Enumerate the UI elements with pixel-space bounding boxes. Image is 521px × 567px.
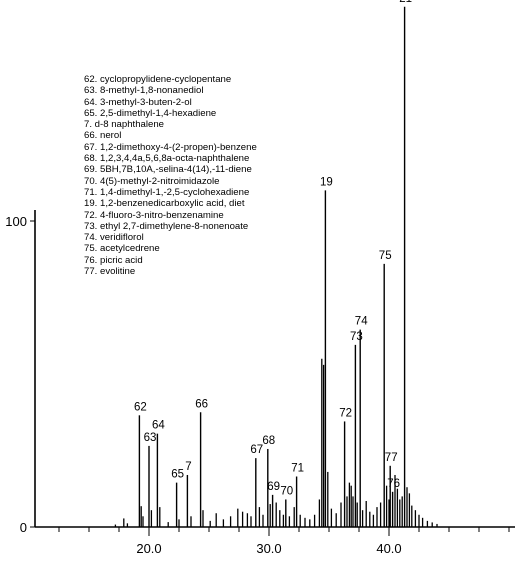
legend-entry: 70. 4(5)-methyl-2-nitroimidazole: [84, 175, 220, 187]
peak-label: 19: [320, 176, 333, 188]
chromatogram-trace: [114, 6, 438, 527]
peak-label: 21: [399, 0, 412, 5]
legend-entry: 69. 5BH,7B,10A,-selina-4(14),-11-diene: [84, 164, 252, 176]
legend-entry: 74. veridiflorol: [84, 232, 144, 244]
peak-label: 7: [185, 461, 191, 473]
legend-entry: 64. 3-methyl-3-buten-2-ol: [84, 96, 192, 108]
chart-legend: 62. cyclopropylidene-cyclopentane 63. 8-m…: [84, 74, 257, 277]
peak-label: 65: [171, 469, 184, 481]
peak-label: 73: [350, 331, 363, 343]
x-tick-label: 30.0: [256, 541, 281, 556]
legend-entry: 66. nerol: [84, 130, 122, 142]
peak-label: 62: [134, 401, 147, 413]
chart-axes: 20.0 30.0 40.0 0 100: [5, 210, 515, 556]
y-tick-label: 0: [20, 520, 27, 535]
peak-label: 70: [280, 485, 293, 497]
peak-label: 69: [267, 481, 280, 493]
peak-label: 75: [379, 250, 392, 262]
legend-entry: 73. ethyl 2,7-dimethylene-8-nonenoate: [84, 220, 249, 232]
peak-label: 71: [291, 463, 304, 475]
legend-entry: 75. acetylcedrene: [84, 243, 160, 255]
peak-label: 74: [355, 316, 368, 328]
peak-label: 66: [195, 398, 208, 410]
legend-entry: 71. 1,4-dimethyl-1,-2,5-cyclohexadiene: [84, 186, 250, 198]
legend-entry: 72. 4-fluoro-3-nitro-benzenamine: [84, 209, 224, 221]
peak-label: 64: [152, 420, 165, 432]
legend-entry: 62. cyclopropylidene-cyclopentane: [84, 74, 232, 85]
peak-label: 76: [387, 478, 400, 490]
peak-label: 77: [385, 452, 398, 464]
peak-label: 68: [262, 435, 275, 447]
legend-entry: 68. 1,2,3,4,4a,5,6,8a-octa-naphthalene: [84, 153, 250, 165]
legend-entry: 67. 1,2-dimethoxy-4-(2-propen)-benzene: [84, 141, 257, 153]
legend-entry: 7. d-8 naphthalene: [84, 119, 165, 131]
x-tick-label: 40.0: [376, 541, 401, 556]
y-tick-label: 100: [5, 214, 27, 229]
legend-entry: 63. 8-methyl-1,8-nonanediol: [84, 85, 204, 97]
legend-entry: 76. picric acid: [84, 254, 143, 266]
legend-entry: 19. 1,2-benzenedicarboxylic acid, diet: [84, 198, 245, 210]
peak-label: 63: [144, 432, 157, 444]
peak-label: 72: [339, 407, 352, 419]
peak-label: 67: [250, 444, 263, 456]
legend-entry: 77. evolitine: [84, 266, 136, 278]
legend-entry: 65. 2,5-dimethyl-1,4-hexadiene: [84, 107, 217, 119]
x-tick-label: 20.0: [136, 541, 161, 556]
